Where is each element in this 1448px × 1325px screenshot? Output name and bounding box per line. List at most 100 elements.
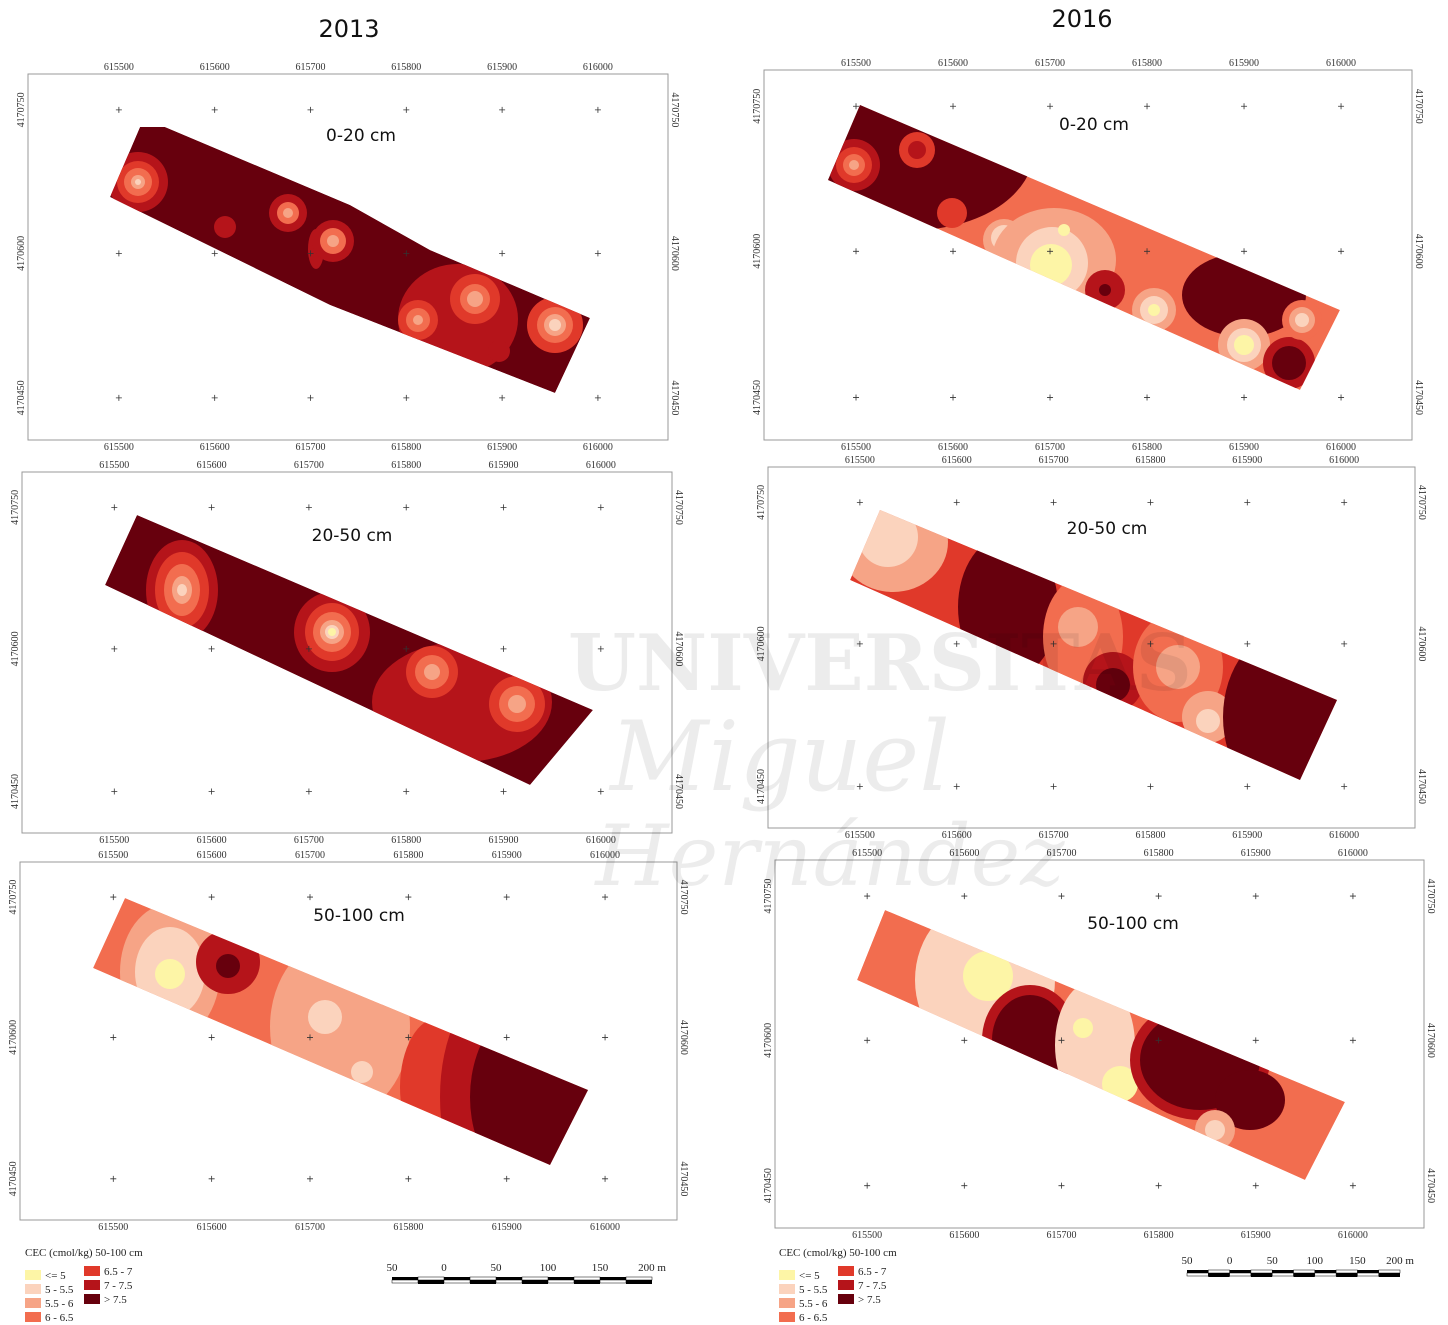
y-coord-label: 4170600	[1425, 1023, 1436, 1058]
scale-label: 200 m	[1386, 1255, 1414, 1267]
cec-zone	[549, 319, 561, 331]
scale-segment	[522, 1280, 548, 1284]
grid-cross	[403, 504, 409, 510]
scale-segment	[444, 1280, 470, 1283]
grid-cross	[1244, 783, 1250, 789]
grid-cross	[405, 894, 411, 900]
grid-cross	[209, 646, 215, 652]
x-coord-label: 615500	[104, 62, 134, 73]
grid-cross	[961, 1183, 967, 1189]
cec-zone	[327, 235, 339, 247]
grid-cross	[1156, 893, 1162, 899]
scale-label: 50	[491, 1262, 503, 1274]
x-coord-label: 615700	[294, 835, 324, 846]
map-panel: 6155006155006156006156006157006157006158…	[763, 848, 1436, 1241]
grid-cross	[1144, 103, 1150, 109]
legend-swatch	[25, 1284, 41, 1294]
y-coord-label: 4170600	[752, 234, 763, 269]
depth-label: 50-100 cm	[313, 906, 405, 926]
legend-label: 7 - 7.5	[858, 1280, 887, 1292]
legend-label: 6.5 - 7	[858, 1266, 887, 1278]
x-coord-label: 615600	[938, 442, 968, 453]
scale-segment	[574, 1280, 600, 1284]
x-coord-label: 615900	[492, 1222, 522, 1233]
scale-segment	[1251, 1273, 1272, 1277]
y-coord-label: 4170750	[1413, 89, 1424, 124]
cec-zone	[177, 584, 187, 596]
grid-cross	[595, 395, 601, 401]
y-coord-label: 4170450	[10, 774, 21, 809]
scale-segment	[1315, 1273, 1336, 1276]
legend-swatch	[25, 1298, 41, 1308]
year-title: 2013	[318, 15, 379, 43]
x-coord-label: 615700	[294, 460, 324, 471]
cec-zone	[214, 216, 236, 238]
grid-cross	[307, 395, 313, 401]
grid-cross	[1241, 248, 1247, 254]
y-coord-label: 4170450	[8, 1161, 19, 1196]
grid-cross	[950, 103, 956, 109]
legend-label: 5.5 - 6	[45, 1298, 74, 1310]
x-coord-label: 615800	[1144, 1230, 1174, 1241]
cec-surface	[108, 127, 590, 393]
y-coord-label: 4170750	[10, 490, 21, 525]
grid-cross	[595, 107, 601, 113]
x-coord-label: 615600	[197, 460, 227, 471]
legend-swatch	[779, 1312, 795, 1322]
x-coord-label: 615900	[1232, 830, 1262, 841]
x-coord-label: 615700	[295, 62, 325, 73]
cec-zone	[508, 695, 526, 713]
grid-cross	[499, 395, 505, 401]
grid-cross	[307, 894, 313, 900]
y-coord-label: 4170450	[1416, 769, 1427, 804]
scale-segment	[1357, 1273, 1378, 1276]
x-coord-label: 615500	[99, 460, 129, 471]
grid-cross	[1338, 394, 1344, 400]
legend-swatch	[838, 1266, 854, 1276]
grid-cross	[306, 504, 312, 510]
x-coord-label: 616000	[1329, 830, 1359, 841]
legend-swatch	[84, 1294, 100, 1304]
cec-zone	[308, 1000, 342, 1034]
y-coord-label: 4170600	[8, 1020, 19, 1055]
grid-cross	[499, 250, 505, 256]
x-coord-label: 615800	[391, 442, 421, 453]
cec-zone	[1099, 284, 1111, 296]
x-coord-label: 615500	[99, 835, 129, 846]
grid-cross	[209, 894, 215, 900]
legend: CEC (cmol/kg) 50-100 cm<= 55 - 5.55.5 - …	[779, 1247, 897, 1324]
grid-cross	[1144, 394, 1150, 400]
x-coord-label: 615900	[489, 460, 519, 471]
scale-label: 200 m	[638, 1262, 666, 1274]
grid-cross	[1253, 1183, 1259, 1189]
x-coord-label: 616000	[586, 460, 616, 471]
grid-cross	[1338, 103, 1344, 109]
x-coord-label: 615900	[487, 442, 517, 453]
cec-zone	[467, 291, 483, 307]
scale-segment	[600, 1280, 626, 1283]
grid-cross	[403, 395, 409, 401]
y-coord-label: 4170600	[1416, 626, 1427, 661]
grid-cross	[504, 894, 510, 900]
grid-cross	[306, 788, 312, 794]
y-coord-label: 4170750	[16, 92, 27, 127]
grid-cross	[111, 646, 117, 652]
y-coord-label: 4170600	[1413, 234, 1424, 269]
legend-swatch	[779, 1284, 795, 1294]
x-coord-label: 615700	[1039, 455, 1069, 466]
x-coord-label: 615800	[391, 460, 421, 471]
x-coord-label: 615500	[98, 1222, 128, 1233]
grid-cross	[209, 1176, 215, 1182]
grid-cross	[602, 1034, 608, 1040]
x-coord-label: 615600	[938, 58, 968, 69]
x-coord-label: 615800	[1144, 848, 1174, 859]
grid-cross	[950, 394, 956, 400]
grid-cross	[1051, 499, 1057, 505]
scale-label: 50	[1267, 1255, 1279, 1267]
scale-segment	[626, 1277, 652, 1280]
y-coord-label: 4170600	[16, 236, 27, 271]
y-coord-label: 4170750	[1416, 485, 1427, 520]
grid-cross	[111, 788, 117, 794]
grid-cross	[209, 1034, 215, 1040]
scale-segment	[1230, 1273, 1251, 1276]
